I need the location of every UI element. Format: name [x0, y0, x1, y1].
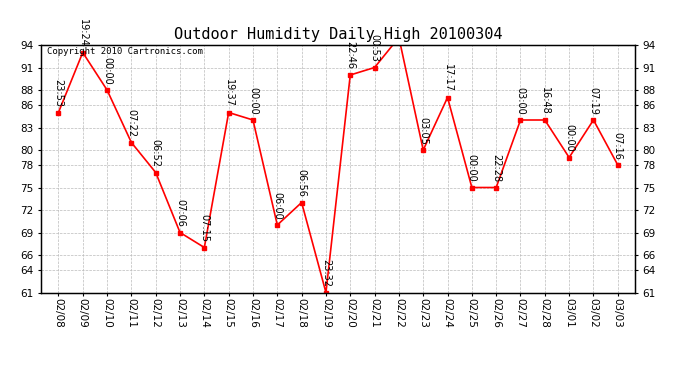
Text: 23:32: 23:32 — [321, 259, 331, 287]
Text: 00:00: 00:00 — [102, 57, 112, 84]
Text: 07:15: 07:15 — [199, 214, 209, 242]
Text: 22:46: 22:46 — [345, 42, 355, 69]
Text: 00:00: 00:00 — [564, 124, 574, 152]
Text: 03:00: 03:00 — [515, 87, 526, 114]
Text: 17:17: 17:17 — [442, 64, 453, 92]
Text: 07:19: 07:19 — [589, 87, 598, 114]
Text: 00:00: 00:00 — [467, 154, 477, 182]
Text: Copyright 2010 Cartronics.com: Copyright 2010 Cartronics.com — [48, 48, 204, 57]
Text: 19:37: 19:37 — [224, 79, 234, 107]
Text: 06:00: 06:00 — [273, 192, 282, 219]
Text: 06:52: 06:52 — [150, 139, 161, 167]
Text: 02:46: 02:46 — [0, 374, 1, 375]
Text: 23:53: 23:53 — [53, 79, 63, 107]
Text: 00:53: 00:53 — [370, 34, 380, 62]
Text: 07:16: 07:16 — [613, 132, 623, 159]
Text: 07:22: 07:22 — [126, 109, 137, 137]
Text: 16:48: 16:48 — [540, 87, 550, 114]
Text: 07:06: 07:06 — [175, 199, 185, 227]
Text: 03:05: 03:05 — [418, 117, 428, 144]
Text: 00:00: 00:00 — [248, 87, 258, 114]
Text: 22:28: 22:28 — [491, 154, 501, 182]
Text: 06:56: 06:56 — [297, 169, 306, 197]
Text: 19:24: 19:24 — [78, 19, 88, 47]
Title: Outdoor Humidity Daily High 20100304: Outdoor Humidity Daily High 20100304 — [174, 27, 502, 42]
